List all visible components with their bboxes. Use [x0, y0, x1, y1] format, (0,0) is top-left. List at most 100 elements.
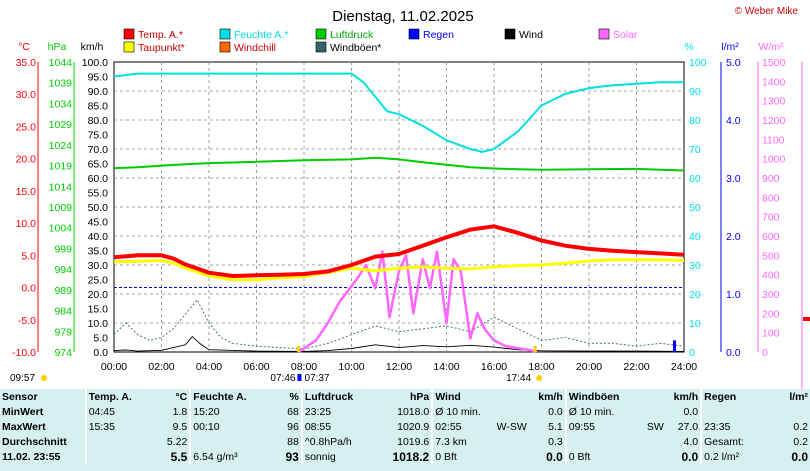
- pressure-axis-tick-label: 1019: [49, 161, 73, 173]
- x-axis: 00:00 02:00 04:00 06:00 08:00 10:00 12:00 14:00…: [101, 361, 697, 373]
- legend-swatch: [504, 28, 516, 40]
- hum-value: 93: [285, 449, 299, 464]
- chart-title: Dienstag, 11.02.2025: [332, 8, 474, 25]
- stats-table: Sensor Temp. A. °C Feuchte A. % Luftdruc…: [0, 389, 810, 471]
- table-row-max: MaxWert 15:35 9.5 00:10 96 08:55 1020.9 …: [0, 419, 810, 434]
- rain-note: Gesamt:: [700, 434, 758, 449]
- x-tick-label: 20:00: [576, 361, 602, 373]
- solar-axis-tick-label: 1400: [762, 76, 786, 88]
- x-tick-label: 14:00: [433, 361, 459, 373]
- hum-time: 00:10: [189, 419, 262, 434]
- sunrise-label: 07:46: [270, 373, 295, 384]
- wind-axis-tick-label: 35.0: [88, 246, 109, 258]
- solar-axis-tick-label: 1000: [762, 154, 786, 166]
- wind-axis-tick-label: 10.0: [88, 318, 109, 330]
- header-press-unit: hPa: [409, 390, 430, 403]
- press-trend: ^0.8hPa/h: [300, 434, 373, 449]
- wind-axis-tick-label: 70.0: [88, 144, 109, 156]
- gust-note: 09:55: [564, 419, 622, 434]
- x-tick-label: 18:00: [528, 361, 554, 373]
- humidity-axis-tick-label: 0: [689, 347, 695, 359]
- pressure-axis-tick-label: 989: [54, 285, 72, 297]
- temp-time: [84, 434, 148, 449]
- credit-label: © Weber Mike: [735, 6, 799, 17]
- wind-axis-tick-label: 75.0: [88, 130, 109, 142]
- wind-axis-tick-label: 15.0: [88, 304, 109, 316]
- gust-value: 0.0: [683, 405, 699, 418]
- table-row-current: 11.02. 23:55 5.5 6.54 g/m³ 93 sonnig 101…: [0, 449, 810, 464]
- header-press: Luftdruck: [300, 389, 373, 404]
- sunset-sun: [536, 375, 543, 381]
- rain-axis-tick-label: 4.0: [726, 115, 741, 127]
- wind-value: 0.0: [548, 405, 563, 418]
- wind-axis-tick-label: 60.0: [88, 173, 109, 185]
- solar-axis-tick-label: 1500: [762, 57, 786, 69]
- pressure-axis-unit: hPa: [48, 41, 67, 53]
- mid-marker-label: 07:37: [304, 373, 329, 384]
- press-time: 08:55: [300, 419, 373, 434]
- humidity-axis-tick-label: 90: [689, 86, 701, 98]
- pressure-axis-tick-label: 984: [54, 306, 72, 318]
- temp-axis-unit: °C: [18, 41, 30, 53]
- legend-label: Windböen*: [330, 42, 381, 54]
- pressure-axis-tick-label: 1029: [49, 119, 73, 131]
- solar-axis-tick-label: 100: [762, 328, 780, 340]
- series-line-taupunkt: [113, 258, 685, 282]
- axis-labels: 35.0 30.0 25.0 20.0 15.0 10.0 5.0 0.0 -5.0 -10.0 1…: [12, 41, 785, 359]
- press-value: 1019.6: [397, 435, 430, 448]
- wind-note: Ø 10 min.: [431, 404, 529, 419]
- rain-note: 0.2 l/m²: [700, 449, 758, 464]
- temp-axis-tick-label: 5.0: [21, 250, 36, 262]
- solar-axis-tick-label: 200: [762, 308, 780, 320]
- temp-time: 04:45: [84, 404, 148, 419]
- temp-axis-tick-label: 0.0: [21, 283, 36, 295]
- header-sensor: Sensor: [2, 390, 38, 403]
- wind-axis-tick-label: 80.0: [88, 115, 109, 127]
- x-markers: 09:57 07:46 07:37 17:44: [10, 346, 543, 384]
- x-tick-label: 24:00: [671, 361, 697, 373]
- legend-label: Solar: [613, 29, 638, 41]
- temp-time: [84, 449, 148, 464]
- weather-chart: Dienstag, 11.02.2025 © Weber Mike Temp. …: [10, 6, 810, 389]
- temp-axis-tick-label: 20.0: [16, 154, 37, 166]
- wind-value: 0.0: [546, 449, 563, 464]
- pressure-axis-tick-label: 974: [54, 347, 72, 359]
- gust-note: 0 Bft: [564, 449, 666, 464]
- humidity-axis-tick-label: 80: [689, 115, 701, 127]
- legend-label: Windchill: [234, 42, 276, 54]
- table-row-min: MinWert 04:45 1.8 15:20 68 23:25 1018.0 …: [0, 404, 810, 419]
- wind-axis-tick-label: 100.0: [82, 57, 108, 69]
- wind-axis-tick-label: 95.0: [88, 72, 109, 84]
- series-line-windb-en: [113, 299, 685, 350]
- rain-axis-tick-label: 1.0: [726, 289, 741, 301]
- row-label: MaxWert: [2, 420, 46, 433]
- temp-time: 15:35: [84, 419, 148, 434]
- wind-value: 0.3: [548, 435, 563, 448]
- wind-axis-tick-label: 30.0: [88, 260, 109, 272]
- series-line-solar: [297, 250, 538, 354]
- solar-axis-tick-label: 1100: [762, 134, 785, 146]
- row-label: Durchschnitt: [2, 435, 67, 448]
- wind-axis-tick-label: 50.0: [88, 202, 109, 214]
- legend-swatch: [123, 41, 135, 53]
- header-temp: Temp. A.: [84, 389, 148, 404]
- x-tick-label: 22:00: [623, 361, 649, 373]
- wind-dir: W-SW: [496, 420, 527, 433]
- pressure-axis-tick-label: 1044: [49, 57, 73, 69]
- solar-axis-tick-label: 1200: [762, 115, 786, 127]
- right-edge-stubs: [801, 62, 810, 389]
- header-wind: Wind: [431, 389, 529, 404]
- wind-axis-tick-label: 20.0: [88, 289, 109, 301]
- temp-value: 5.5: [170, 449, 188, 464]
- wind-axis-tick-label: 55.0: [88, 188, 109, 200]
- temp-axis-tick-label: -5.0: [18, 315, 36, 327]
- x-tick-label: 16:00: [481, 361, 507, 373]
- humidity-axis-tick-label: 60: [689, 173, 701, 185]
- humidity-axis-tick-label: 30: [689, 260, 701, 272]
- rain-axis-tick-label: 2.0: [726, 231, 741, 243]
- temp-axis-tick-label: 35.0: [16, 57, 37, 69]
- wind-axis-unit: km/h: [81, 41, 104, 53]
- gust-value: 27.0: [677, 420, 699, 433]
- pressure-axis-tick-label: 1004: [49, 223, 73, 235]
- header-gust: Windböen: [564, 389, 666, 404]
